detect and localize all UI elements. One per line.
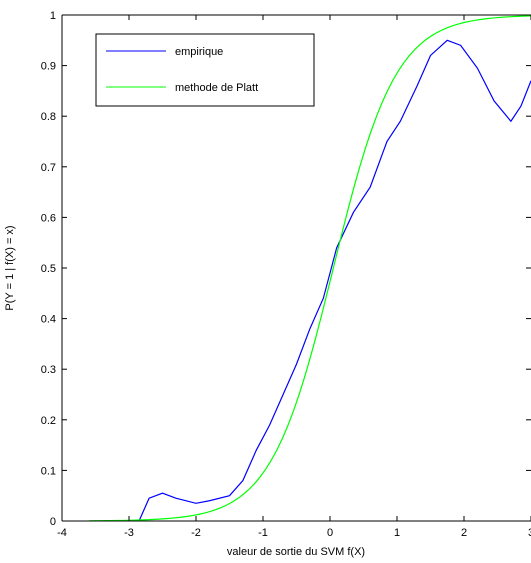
legend: empirique methode de Platt [95, 33, 315, 107]
series-line-empirique [138, 39, 531, 521]
x-tick-label: 3 [528, 527, 531, 539]
y-tick-label: 0.9 [41, 61, 56, 73]
y-tick-label: 0.8 [41, 111, 56, 123]
x-tick-label: -4 [57, 527, 67, 539]
legend-box [95, 33, 315, 107]
y-tick-label: 0.6 [41, 212, 56, 224]
x-tick-label: -2 [191, 527, 201, 539]
x-tick-label: 0 [327, 527, 333, 539]
x-tick-label: -3 [124, 527, 134, 539]
y-tick-label: 0.5 [41, 263, 56, 275]
x-tick-label: -1 [258, 527, 268, 539]
y-tick-label: 0.3 [41, 364, 56, 376]
legend-label-empirique: empirique [175, 46, 223, 58]
y-tick-label: 1 [50, 10, 56, 22]
ticks-layer: -4 -3 -2 -1 0 1 2 3 0 0.1 0.2 0.3 0.4 0.5 0.6 0.7 0.8 0.9… [41, 10, 531, 539]
series-layer [88, 15, 531, 521]
y-tick-label: 0.2 [41, 415, 56, 427]
y-tick-label: 0 [50, 516, 56, 528]
x-axis-title: valeur de sortie du SVM f(X) [227, 546, 365, 558]
x-tick-label: 1 [394, 527, 400, 539]
series-line-platt [88, 15, 531, 521]
y-tick-label: 0.4 [41, 314, 56, 326]
y-tick-label: 0.7 [41, 162, 56, 174]
y-axis-title: P(Y = 1 | f(X) = x) [4, 225, 16, 310]
y-tick-label: 0.1 [41, 465, 56, 477]
legend-label-platt: methode de Platt [175, 82, 258, 94]
x-tick-label: 2 [461, 527, 467, 539]
